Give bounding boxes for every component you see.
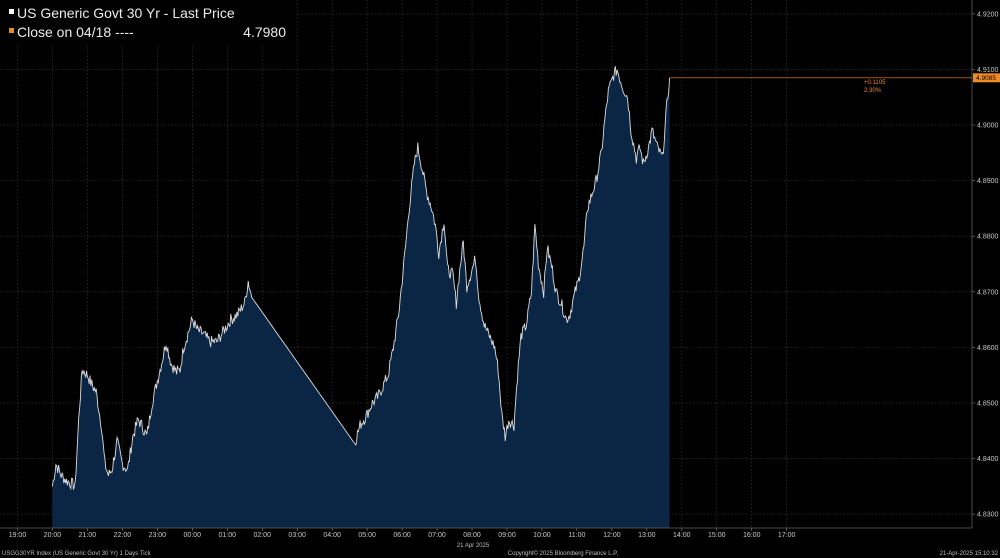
legend-series-label: US Generic Govt 30 Yr - Last Price [17,5,235,21]
x-tick-label: 15:00 [708,532,726,539]
x-tick-label: 21:00 [79,532,97,539]
x-tick-label: 02:00 [253,532,271,539]
footer-timestamp: 21-Apr-2025 15:10:32 [940,551,999,557]
price-area [51,66,671,528]
y-tick-label: 4.8300 [977,512,999,519]
x-tick-label: 04:00 [323,532,341,539]
y-tick-label: 4.8600 [977,345,999,352]
change-percent: 2.30% [864,88,882,94]
y-tick-label: 4.9200 [977,11,999,18]
series-swatch-icon [9,9,14,14]
y-tick-label: 4.8400 [977,456,999,463]
x-tick-label: 22:00 [114,532,132,539]
x-tick-label: 17:00 [778,532,796,539]
legend-close-label: Close on 04/18 ---- [17,24,134,40]
axes: 19:00 20:00 21:00 22:00 23:00 00:00 01:00 02:00… [0,0,999,539]
x-tick-label: 10:00 [533,532,551,539]
footer-copyright: Copyright© 2025 Bloomberg Finance L.P. [508,550,619,557]
x-tick-label: 06:00 [393,532,411,539]
x-tick-label: 12:00 [603,532,621,539]
legend-close-value: 4.7980 [243,24,286,40]
x-tick-label: 19:00 [9,532,27,539]
last-price-tag-background [973,73,1000,83]
y-tick-label: 4.8900 [977,178,999,185]
change-value: +0.1105 [864,80,886,86]
x-tick-label: 13:00 [638,532,656,539]
last-price-tag: 4.9085 [973,73,1000,83]
x-tick-label: 16:00 [743,532,761,539]
x-tick-label: 00:00 [184,532,202,539]
x-tick-label: 08:00 [463,532,481,539]
legend: US Generic Govt 30 Yr - Last Price Close… [0,0,296,44]
y-tick-label: 4.9100 [977,67,999,74]
price-area-fill [52,66,670,528]
footer-left-text: USGG30YR Index (US Generic Govt 30 Yr) 1… [2,551,152,557]
x-tick-label: 05:00 [358,532,376,539]
y-tick-label: 4.8500 [977,400,999,407]
footer: USGG30YR Index (US Generic Govt 30 Yr) 1… [2,543,999,557]
last-price-tag-value: 4.9085 [976,75,996,82]
x-tick-label: 03:00 [288,532,306,539]
x-tick-label: 14:00 [673,532,691,539]
x-axis-date-label: 21 Apr 2025 [457,543,490,549]
y-tick-label: 4.9000 [977,123,999,130]
x-tick-label: 23:00 [149,532,167,539]
x-tick-label: 01:00 [219,532,237,539]
y-tick-label: 4.8700 [977,289,999,296]
x-tick-label: 20:00 [44,532,62,539]
y-tick-label: 4.8800 [977,234,999,241]
price-line [51,66,671,491]
x-tick-label: 07:00 [428,532,446,539]
x-tick-label: 09:00 [498,532,516,539]
legend-background [0,0,296,44]
close-swatch-icon [9,28,14,33]
change-badge: +0.1105 2.30% [864,80,886,94]
x-tick-label: 11:00 [568,532,585,539]
